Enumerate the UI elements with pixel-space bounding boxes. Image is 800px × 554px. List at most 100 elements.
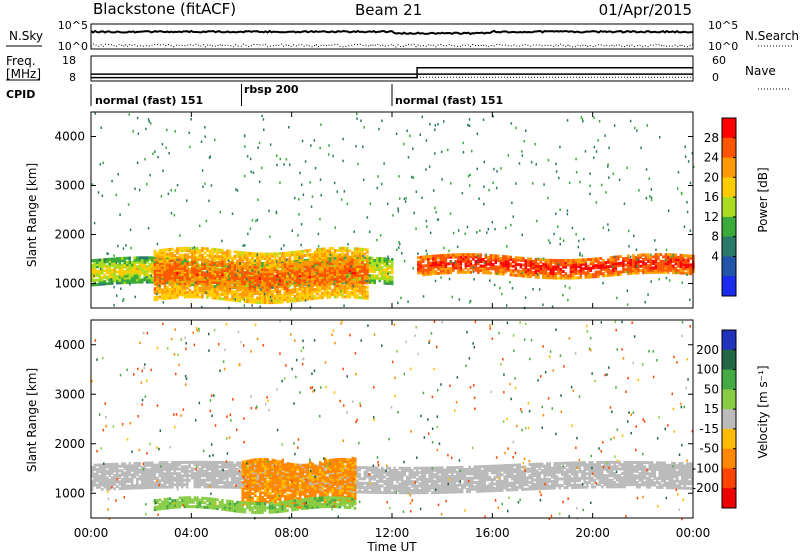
power-cell xyxy=(181,253,184,257)
power-cell xyxy=(241,255,244,259)
power-cell xyxy=(667,268,670,272)
power-cell xyxy=(218,286,222,289)
power-cell xyxy=(422,255,425,259)
power-cell xyxy=(424,264,428,268)
power-cell xyxy=(360,119,362,122)
velocity-cell xyxy=(206,483,209,487)
power-cell xyxy=(574,269,578,273)
power-cell xyxy=(268,254,272,258)
power-cell xyxy=(654,239,656,242)
velocity-cell xyxy=(218,472,221,476)
power-cell xyxy=(196,249,199,252)
power-cell xyxy=(236,286,239,289)
power-cell xyxy=(328,286,332,290)
power-cell xyxy=(258,254,262,258)
power-cell xyxy=(484,262,488,266)
power-cell xyxy=(689,272,693,276)
velocity-cell xyxy=(126,475,129,479)
power-cell xyxy=(303,271,307,275)
power-cell xyxy=(437,260,440,264)
power-cell xyxy=(323,247,327,251)
power-cell xyxy=(101,267,104,271)
power-cell xyxy=(181,269,184,272)
power-cell xyxy=(183,255,187,259)
power-cell xyxy=(121,272,124,276)
power-cell xyxy=(286,286,289,290)
power-cell xyxy=(686,210,689,214)
velocity-cell xyxy=(158,474,161,478)
power-cell xyxy=(672,257,675,261)
power-cell xyxy=(246,287,249,290)
power-cell xyxy=(181,255,184,259)
power-cell xyxy=(468,124,471,127)
power-cell xyxy=(273,301,277,304)
power-cell xyxy=(587,273,590,277)
power-cell xyxy=(301,282,304,286)
velocity-cell xyxy=(188,474,191,478)
power-cell xyxy=(188,284,192,288)
power-cell xyxy=(614,268,618,272)
power-cell xyxy=(564,274,568,278)
power-cell xyxy=(263,292,266,296)
power-cell xyxy=(283,260,287,264)
power-cell xyxy=(213,294,217,298)
power-cell xyxy=(246,273,249,277)
power-cell xyxy=(343,190,346,193)
power-cell xyxy=(286,300,289,304)
power-cell xyxy=(338,286,342,290)
power-cell xyxy=(203,264,207,268)
power-cell xyxy=(266,259,269,263)
power-cell xyxy=(667,259,670,263)
power-cell xyxy=(253,267,257,271)
power-cell xyxy=(246,293,249,297)
power-cell xyxy=(246,155,249,158)
power-cell xyxy=(437,263,440,267)
power-cell xyxy=(321,254,324,258)
power-cell xyxy=(478,197,480,200)
velocity-cell xyxy=(128,466,131,470)
power-cell xyxy=(343,249,347,252)
power-cell xyxy=(241,277,244,281)
power-cell xyxy=(318,278,322,282)
power-cell xyxy=(584,275,588,279)
power-cell xyxy=(163,288,167,292)
power-cell xyxy=(378,263,381,267)
power-cell xyxy=(381,270,384,274)
power-cell xyxy=(106,271,109,275)
power-cell xyxy=(348,293,352,297)
power-cell xyxy=(93,267,96,271)
power-cell xyxy=(459,268,463,272)
power-cell xyxy=(371,256,374,260)
power-cell xyxy=(519,269,523,273)
power-cell xyxy=(113,264,116,267)
power-cell xyxy=(644,257,648,261)
power-cell xyxy=(555,212,557,215)
power-cell xyxy=(667,270,670,274)
power-cell xyxy=(91,276,94,280)
power-cell xyxy=(293,283,297,287)
power-cell xyxy=(286,253,289,257)
power-cell xyxy=(368,278,371,282)
power-cell xyxy=(587,258,590,261)
power-cell xyxy=(131,267,134,271)
power-cell xyxy=(119,275,121,279)
power-cell xyxy=(191,251,194,255)
power-cell xyxy=(477,268,480,272)
power-cell xyxy=(288,251,292,255)
power-cell xyxy=(391,282,394,286)
power-cell xyxy=(253,280,257,284)
power-cell xyxy=(459,257,463,261)
power-cell xyxy=(552,276,555,280)
power-cell xyxy=(326,251,329,255)
velocity-cell xyxy=(236,481,239,485)
power-cell xyxy=(351,266,354,270)
power-cell xyxy=(514,267,518,271)
velocity-cell xyxy=(103,467,106,471)
power-cell xyxy=(524,270,528,274)
power-cell xyxy=(226,251,229,255)
power-cell xyxy=(236,266,239,270)
power-cell xyxy=(315,272,318,275)
velocity-cell xyxy=(128,468,131,472)
power-cell xyxy=(103,275,106,279)
velocity-cell xyxy=(236,472,239,476)
